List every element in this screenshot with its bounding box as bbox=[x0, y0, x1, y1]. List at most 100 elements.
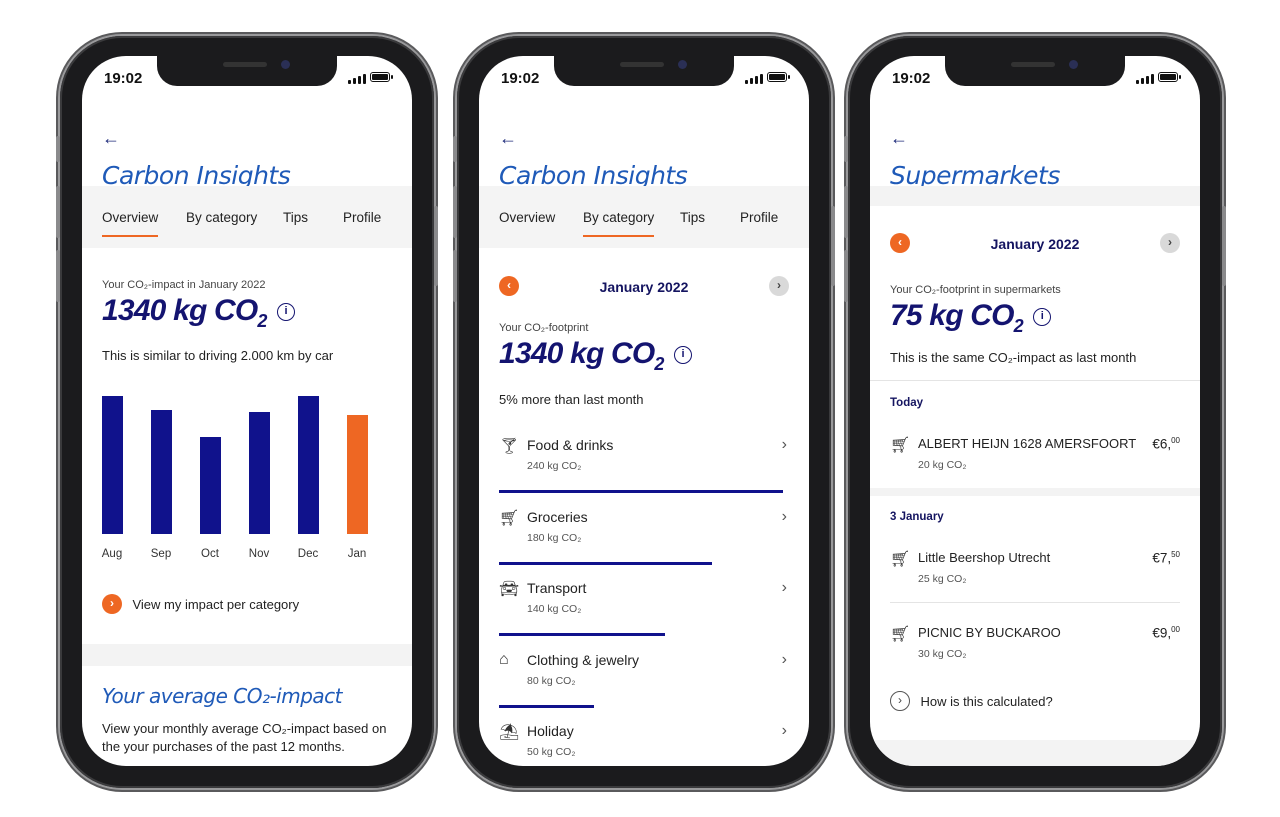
month-navigator: ‹ January 2022 › bbox=[890, 233, 1180, 257]
impact-value: 1340 kg CO2 i bbox=[102, 294, 295, 332]
category-row[interactable]: 🚘︎ Transport 140 kg CO₂ › bbox=[499, 577, 789, 647]
bar-jan[interactable] bbox=[347, 415, 368, 534]
category-name: Holiday bbox=[527, 723, 574, 739]
cart-icon: 🛒︎ bbox=[499, 509, 520, 527]
phone-overview: 19:02 ← Carbon Insights Overview By cate… bbox=[56, 36, 438, 788]
category-value: 80 kg CO₂ bbox=[527, 674, 576, 687]
tab-by-category[interactable]: By category bbox=[186, 210, 258, 225]
page-title: Carbon Insights bbox=[102, 161, 291, 190]
info-icon[interactable]: i bbox=[673, 346, 692, 365]
how-calculated-link[interactable]: › How is this calculated? bbox=[890, 691, 1053, 711]
status-bar: 19:02 bbox=[82, 56, 412, 96]
tab-overview[interactable]: Overview bbox=[102, 210, 159, 237]
category-progress-bar bbox=[499, 633, 665, 636]
chevron-right-icon: › bbox=[781, 650, 787, 668]
impact-comparison: This is similar to driving 2.000 km by c… bbox=[102, 348, 334, 363]
bar-aug[interactable] bbox=[102, 396, 123, 534]
status-bar: 19:02 bbox=[870, 56, 1200, 96]
footprint-label: Your CO₂-footprint bbox=[499, 322, 589, 334]
category-progress-bar bbox=[499, 704, 594, 708]
category-name: Groceries bbox=[527, 508, 588, 525]
footprint-label: Your CO₂-footprint in supermarkets bbox=[890, 284, 1061, 296]
list-item[interactable]: 🛒︎ Little Beershop Utrecht 25 kg CO₂ €7,… bbox=[890, 550, 1180, 585]
month-tick-label: Jan bbox=[347, 548, 367, 560]
bar-nov[interactable] bbox=[249, 412, 270, 534]
chevron-right-icon: › bbox=[781, 579, 787, 596]
footprint-value: 1340 kg CO2 i bbox=[499, 337, 692, 375]
tab-bar: Overview By category Tips Profile bbox=[82, 186, 412, 248]
category-row[interactable]: 🛒︎ Groceries 180 kg CO₂ › bbox=[499, 506, 789, 576]
chevron-right-icon: › bbox=[781, 722, 787, 739]
category-name: Clothing & jewelry bbox=[527, 651, 640, 668]
bar-dec[interactable] bbox=[298, 396, 319, 534]
footprint-comparison: This is the same CO₂-impact as last mont… bbox=[890, 350, 1137, 365]
tab-tips[interactable]: Tips bbox=[283, 210, 309, 225]
month-label: January 2022 bbox=[990, 236, 1080, 252]
next-month-icon[interactable]: › bbox=[769, 276, 789, 296]
category-value: 50 kg CO₂ bbox=[527, 746, 576, 758]
category-row[interactable]: ⌂ Clothing & jewelry 80 kg CO₂ › bbox=[499, 649, 789, 719]
phone-by-category: 19:02 ← Carbon Insights Overview By cate… bbox=[453, 36, 835, 788]
back-arrow-icon[interactable]: ← bbox=[890, 128, 908, 148]
bar-oct[interactable] bbox=[200, 437, 221, 534]
status-time: 19:02 bbox=[501, 70, 540, 87]
month-navigator: ‹ January 2022 › bbox=[499, 276, 789, 300]
month-tick-label: Sep bbox=[150, 548, 172, 560]
category-row[interactable]: ⛱︎ Holiday 50 kg CO₂ › bbox=[499, 720, 789, 766]
cart-icon: 🛒︎ bbox=[890, 551, 911, 568]
back-arrow-icon[interactable]: ← bbox=[102, 128, 120, 148]
battery-icon bbox=[767, 72, 790, 82]
chevron-right-icon: › bbox=[102, 594, 122, 614]
category-progress-bar bbox=[499, 490, 783, 493]
tab-by-category[interactable]: By category bbox=[583, 210, 655, 237]
list-item[interactable]: 🛒︎ PICNIC BY BUCKAROO 30 kg CO₂ €9,00 bbox=[890, 625, 1180, 660]
info-icon[interactable]: i bbox=[1032, 308, 1051, 327]
status-time: 19:02 bbox=[104, 70, 143, 87]
screen: 19:02 ← Supermarkets ‹ January 2022 › Yo… bbox=[870, 56, 1200, 766]
average-impact-text: View your monthly average CO₂-impact bas… bbox=[102, 721, 387, 754]
signal-icon bbox=[745, 74, 763, 84]
bar-sep[interactable] bbox=[151, 410, 172, 534]
section-label: Today bbox=[890, 397, 924, 409]
footprint-comparison: 5% more than last month bbox=[499, 392, 644, 407]
list-item[interactable]: 🛒︎ ALBERT HEIJN 1628 AMERSFOORT 20 kg CO… bbox=[890, 436, 1180, 471]
next-month-icon[interactable]: › bbox=[1160, 233, 1180, 253]
page-title: Supermarkets bbox=[890, 161, 1060, 190]
page-title: Carbon Insights bbox=[499, 161, 688, 190]
previous-month-icon[interactable]: ‹ bbox=[890, 233, 910, 253]
car-icon: 🚘︎ bbox=[499, 581, 520, 598]
monthly-impact-chart: Aug Sep Oct Nov Dec Jan bbox=[82, 386, 412, 566]
category-name: Food & drinks bbox=[527, 437, 614, 453]
cart-icon: 🛒︎ bbox=[890, 626, 911, 643]
back-arrow-icon[interactable]: ← bbox=[499, 128, 517, 148]
cart-icon: 🛒︎ bbox=[890, 437, 911, 454]
impact-label: Your CO₂-impact in January 2022 bbox=[102, 279, 266, 291]
tab-overview[interactable]: Overview bbox=[499, 210, 556, 225]
chevron-right-icon: › bbox=[781, 436, 787, 453]
status-time: 19:02 bbox=[892, 70, 931, 87]
signal-icon bbox=[1136, 74, 1154, 84]
chevron-right-icon: › bbox=[890, 691, 910, 711]
category-row[interactable]: 🍸︎ Food & drinks 240 kg CO₂ › bbox=[499, 434, 789, 504]
tab-profile[interactable]: Profile bbox=[343, 210, 382, 225]
tab-tips[interactable]: Tips bbox=[680, 210, 706, 225]
month-tick-label: Dec bbox=[297, 548, 319, 560]
chevron-right-icon: › bbox=[781, 507, 787, 525]
previous-month-icon[interactable]: ‹ bbox=[499, 276, 519, 296]
month-tick-label: Nov bbox=[248, 548, 270, 560]
month-tick-label: Oct bbox=[201, 548, 219, 560]
footprint-value: 75 kg CO2 i bbox=[890, 299, 1051, 337]
tab-profile[interactable]: Profile bbox=[740, 210, 779, 225]
status-bar: 19:02 bbox=[479, 56, 809, 96]
average-impact-title: Your average CO₂-impact bbox=[102, 684, 343, 708]
category-value: 240 kg CO₂ bbox=[527, 460, 582, 472]
info-icon[interactable]: i bbox=[276, 303, 295, 322]
category-value: 180 kg CO₂ bbox=[527, 531, 582, 544]
impact-per-category-link[interactable]: › View my impact per category bbox=[102, 594, 299, 614]
hanger-icon: ⌂ bbox=[499, 650, 509, 668]
category-value: 140 kg CO₂ bbox=[527, 603, 582, 615]
screen: 19:02 ← Carbon Insights Overview By cate… bbox=[479, 56, 809, 766]
tab-bar: Overview By category Tips Profile bbox=[479, 186, 809, 248]
cocktail-icon: 🍸︎ bbox=[499, 438, 520, 455]
battery-icon bbox=[1158, 72, 1181, 82]
